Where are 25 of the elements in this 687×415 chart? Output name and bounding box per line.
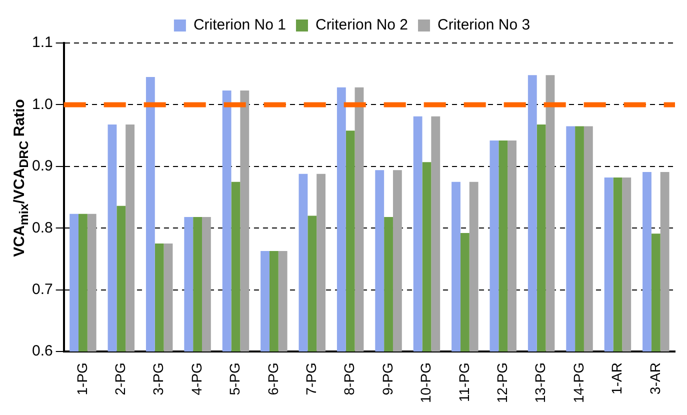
y-tick-label: 0.6 — [32, 342, 53, 360]
x-tick-label: 13-PG — [532, 362, 548, 404]
y-tick-label: 1.1 — [32, 34, 53, 52]
x-tick-label: 12-PG — [494, 362, 510, 404]
x-tick-label: 14-PG — [570, 362, 586, 404]
x-tick-label: 3-PG — [150, 362, 166, 396]
legend-label: Criterion No 2 — [315, 16, 408, 34]
y-tick-label: 0.7 — [32, 280, 53, 298]
legend-label: Criterion No 3 — [438, 16, 530, 34]
x-tick-label: 7-PG — [302, 362, 319, 396]
y-tick-label: 0.8 — [32, 219, 53, 236]
x-tick-label: 1-AR — [608, 362, 625, 394]
x-tick-label: 4-PG — [188, 362, 204, 396]
y-tick-label: 1.0 — [32, 96, 53, 113]
x-tick-label: 6-PG — [264, 362, 281, 396]
x-tick-label: 3-AR — [646, 362, 663, 394]
x-tick-label: 8-PG — [341, 362, 358, 396]
x-tick-label: 11-PG — [456, 362, 472, 402]
x-tick-label: 2-PG — [112, 362, 128, 396]
x-tick-label: 10-PG — [418, 362, 434, 404]
x-tick-label: 9-PG — [379, 362, 396, 396]
x-tick-label: 1-PG — [74, 362, 90, 396]
legend-label: Criterion No 1 — [193, 16, 286, 34]
y-tick-label: 0.9 — [32, 158, 53, 175]
x-tick-label: 5-PG — [226, 362, 243, 396]
